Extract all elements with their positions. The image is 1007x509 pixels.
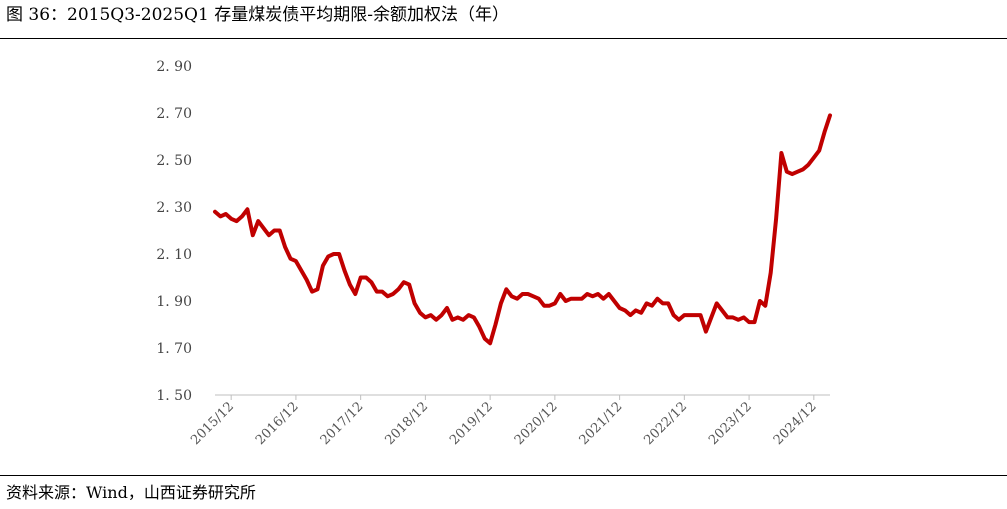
x-tick-label: 2024/12 bbox=[771, 399, 820, 448]
y-tick-label: 1. 70 bbox=[156, 341, 192, 357]
y-tick-label: 2. 90 bbox=[156, 59, 192, 75]
series-line bbox=[213, 113, 832, 346]
x-axis bbox=[215, 394, 830, 400]
x-tick-label: 2019/12 bbox=[447, 399, 496, 448]
y-tick-label: 2. 50 bbox=[156, 153, 192, 169]
x-tick-label: 2022/12 bbox=[641, 399, 690, 448]
x-tick-label: 2023/12 bbox=[706, 399, 755, 448]
x-axis-tick-labels: 2015/12 2016/12 2017/12 2018/12 2019/12 2020/… bbox=[188, 399, 819, 448]
line-chart: 1. 50 1. 70 1. 90 2. 10 2. 30 2. 50 2. 70 2. 90… bbox=[156, 59, 832, 448]
x-tick-label: 2021/12 bbox=[577, 399, 626, 448]
top-rule bbox=[0, 38, 1007, 39]
y-tick-label: 1. 50 bbox=[156, 388, 192, 404]
x-tick-label: 2020/12 bbox=[512, 399, 561, 448]
y-tick-label: 2. 10 bbox=[156, 247, 192, 263]
figure-source: 资料来源：Wind，山西证券研究所 bbox=[6, 483, 256, 502]
x-tick-label: 2018/12 bbox=[382, 399, 431, 448]
figure-title: 图 36：2015Q3-2025Q1 存量煤炭债平均期限-余额加权法（年） bbox=[6, 5, 509, 25]
y-tick-label: 2. 70 bbox=[156, 106, 192, 122]
data-points bbox=[213, 113, 832, 345]
x-tick-label: 2016/12 bbox=[253, 399, 302, 448]
x-tick-label: 2015/12 bbox=[188, 399, 237, 448]
bottom-rule bbox=[0, 475, 1007, 476]
y-tick-label: 1. 90 bbox=[156, 294, 192, 310]
y-tick-label: 2. 30 bbox=[156, 200, 192, 216]
x-tick-label: 2017/12 bbox=[318, 399, 367, 448]
y-axis-tick-labels: 1. 50 1. 70 1. 90 2. 10 2. 30 2. 50 2. 70 2. 90 bbox=[156, 59, 192, 404]
